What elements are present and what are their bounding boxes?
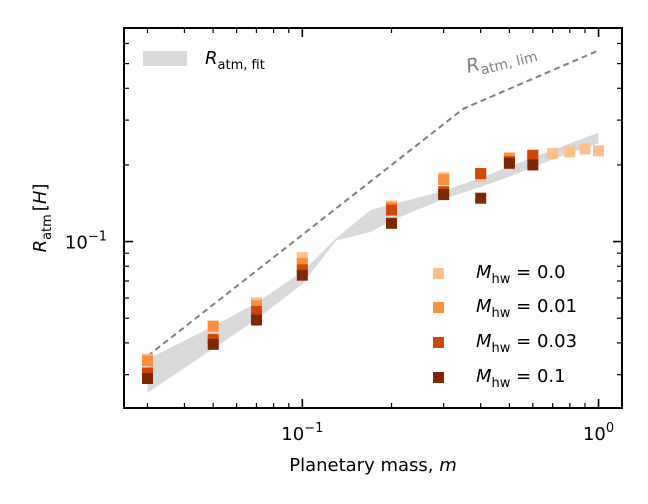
plot-frame: [123, 27, 623, 409]
legend-label-mhw-003: Mhw = 0.03: [476, 331, 577, 356]
x-tick-label: 10−1: [281, 421, 323, 445]
point-series-0-10: [564, 146, 576, 158]
point-series-0-11: [579, 143, 591, 155]
point-series-3-6: [475, 192, 487, 204]
y-tick-label: 10−1: [65, 230, 107, 254]
point-series-0-3: [296, 252, 308, 264]
legend-fit-label: Ratm, fit: [205, 48, 265, 73]
legend-marker-mhw-001: [433, 302, 444, 313]
legend-fit: Ratm, fit: [143, 48, 265, 73]
point-series-1-1: [207, 320, 219, 332]
point-series-3-7: [503, 157, 515, 169]
legend-label-mhw-01: Mhw = 0.1: [476, 366, 566, 391]
point-series-2-8: [527, 149, 539, 161]
x-axis-label: Planetary mass, m: [289, 455, 457, 476]
legend-label-mhw-0: Mhw = 0.0: [476, 262, 566, 287]
y-axis-label: Ratm[H]: [30, 184, 55, 253]
legend-marker-mhw-01: [433, 372, 444, 383]
point-series-3-5: [438, 189, 450, 201]
legend-label-mhw-001: Mhw = 0.01: [476, 296, 577, 321]
point-series-3-2: [251, 314, 262, 326]
point-series-2-4: [386, 204, 397, 216]
legend-fit-swatch: [143, 51, 187, 66]
point-series-0-12: [593, 145, 604, 157]
legend-series: Mhw = 0.0 Mhw = 0.01 Mhw = 0.03 Mhw = 0.…: [433, 262, 577, 391]
lim-line-label: Ratm, lim: [464, 39, 539, 81]
point-series-3-0: [142, 373, 153, 384]
point-series-2-2: [251, 305, 262, 317]
legend-marker-mhw-003: [433, 337, 444, 348]
point-series-1-0: [142, 355, 153, 367]
point-series-1-5: [438, 174, 450, 186]
point-series-0-9: [547, 147, 559, 159]
lim-line: [146, 49, 599, 357]
legend-marker-mhw-0: [433, 268, 444, 279]
point-series-3-1: [207, 338, 219, 350]
point-series-2-6: [475, 168, 487, 180]
point-series-1-2: [251, 300, 262, 312]
point-series-2-0: [142, 367, 153, 379]
point-series-3-4: [386, 217, 397, 229]
point-series-3-8: [527, 159, 539, 171]
x-tick-label: 100: [583, 421, 614, 445]
point-series-3-3: [296, 269, 308, 281]
point-series-1-3: [296, 258, 308, 269]
